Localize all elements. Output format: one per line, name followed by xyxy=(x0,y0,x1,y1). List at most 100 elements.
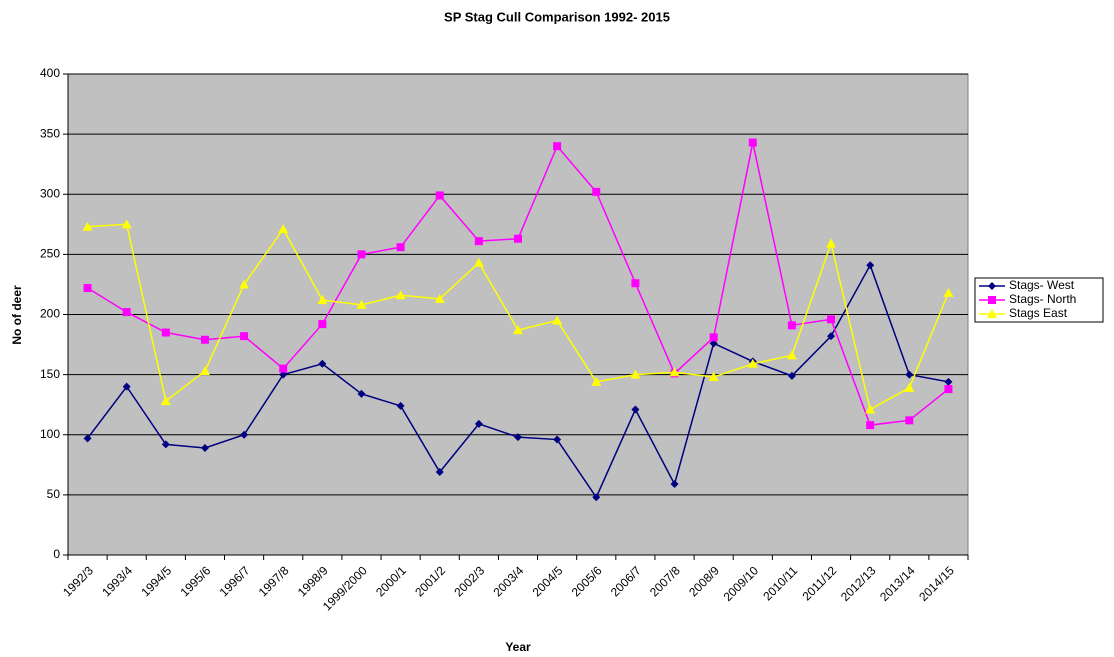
marker xyxy=(396,243,405,252)
y-tick-label: 150 xyxy=(40,367,60,381)
marker xyxy=(827,315,836,324)
y-tick-label: 0 xyxy=(53,547,60,561)
marker xyxy=(395,290,406,300)
y-axis-label: No of deer xyxy=(10,285,24,345)
x-tick-label: 1993/4 xyxy=(99,563,135,599)
marker xyxy=(709,333,718,342)
marker xyxy=(670,480,679,489)
legend-label: Stags- North xyxy=(1009,292,1076,306)
marker xyxy=(904,382,915,392)
marker xyxy=(122,382,131,391)
marker xyxy=(83,434,92,443)
x-tick-label: 2008/9 xyxy=(686,563,722,599)
x-tick-label: 2010/11 xyxy=(760,563,800,603)
marker xyxy=(709,339,718,348)
x-tick-label: 1996/7 xyxy=(217,563,253,599)
marker xyxy=(592,493,601,502)
marker xyxy=(708,372,719,382)
x-tick-label: 1997/8 xyxy=(256,563,292,599)
marker xyxy=(905,370,914,379)
x-tick-label: 2009/10 xyxy=(721,563,762,604)
x-tick-label: 2014/15 xyxy=(916,563,957,604)
x-tick-label: 2012/13 xyxy=(838,563,879,604)
marker xyxy=(787,371,796,380)
x-axis-label: Year xyxy=(505,640,531,654)
marker xyxy=(199,366,210,376)
marker xyxy=(866,261,875,270)
marker xyxy=(473,257,484,267)
marker xyxy=(318,320,327,329)
marker xyxy=(944,377,953,386)
marker xyxy=(553,435,562,444)
marker xyxy=(239,279,250,289)
marker xyxy=(474,419,483,428)
x-tick-label: 2003/4 xyxy=(491,563,527,599)
marker xyxy=(747,358,758,368)
marker xyxy=(552,315,563,325)
legend-label: Stags- West xyxy=(1009,278,1075,292)
marker xyxy=(787,321,796,330)
marker xyxy=(591,376,602,386)
marker xyxy=(161,440,170,449)
marker xyxy=(278,224,289,234)
marker xyxy=(631,279,640,288)
marker xyxy=(474,237,483,246)
marker xyxy=(513,325,523,335)
chart-title: SP Stag Cull Comparison 1992- 2015 xyxy=(444,9,670,24)
marker xyxy=(82,221,93,231)
marker xyxy=(987,309,997,318)
marker xyxy=(435,468,444,477)
marker xyxy=(943,287,954,297)
x-tick-label: 2007/8 xyxy=(647,563,683,599)
marker xyxy=(160,396,171,406)
x-tick-label: 1998/9 xyxy=(295,563,331,599)
marker xyxy=(988,282,996,290)
marker xyxy=(279,364,288,373)
marker xyxy=(631,405,640,414)
x-tick-label: 2000/1 xyxy=(373,563,409,599)
x-tick-label: 1992/3 xyxy=(60,563,96,599)
marker xyxy=(988,296,996,304)
marker xyxy=(514,433,522,442)
marker xyxy=(669,367,680,377)
marker xyxy=(592,187,601,196)
marker xyxy=(318,359,327,368)
marker xyxy=(514,234,522,243)
marker xyxy=(161,328,170,337)
y-tick-label: 400 xyxy=(40,66,60,80)
marker xyxy=(786,350,797,360)
x-tick-label: 2006/7 xyxy=(608,563,644,599)
marker xyxy=(279,370,288,379)
marker xyxy=(357,389,366,398)
marker xyxy=(944,385,953,394)
marker xyxy=(748,138,757,147)
legend-label: Stags East xyxy=(1009,306,1068,320)
marker xyxy=(553,142,562,151)
y-tick-label: 200 xyxy=(40,307,60,321)
marker xyxy=(122,308,131,317)
x-tick-label: 2013/14 xyxy=(877,563,918,604)
x-tick-label: 2001/2 xyxy=(412,563,448,599)
marker xyxy=(827,332,836,341)
x-tick-label: 2011/12 xyxy=(799,563,839,603)
marker xyxy=(435,191,444,200)
marker xyxy=(434,293,445,303)
marker xyxy=(240,332,249,341)
marker xyxy=(357,250,366,259)
y-tick-label: 100 xyxy=(40,427,60,441)
marker xyxy=(865,404,876,414)
marker xyxy=(356,299,367,309)
marker xyxy=(630,369,641,379)
x-tick-label: 2005/6 xyxy=(569,563,605,599)
x-tick-label: 2002/3 xyxy=(451,563,487,599)
marker xyxy=(317,295,328,305)
marker xyxy=(826,238,837,248)
y-tick-label: 50 xyxy=(47,487,61,501)
x-tick-label: 1994/5 xyxy=(138,563,174,599)
x-tick-label: 1995/6 xyxy=(177,563,213,599)
marker xyxy=(396,401,405,410)
marker xyxy=(121,219,132,229)
y-tick-label: 300 xyxy=(40,186,60,200)
y-tick-label: 250 xyxy=(40,247,60,261)
